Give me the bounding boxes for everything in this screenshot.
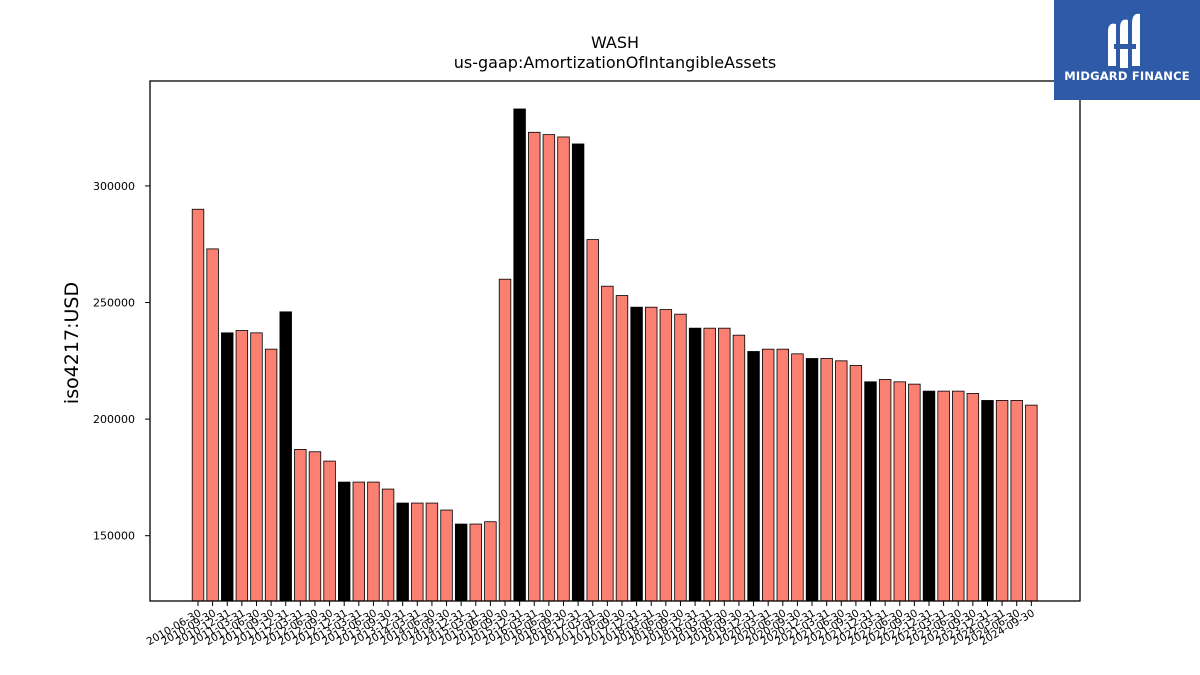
- bar-2021-03-31: [820, 358, 833, 602]
- bar-2016-09-30: [557, 136, 570, 602]
- bar-2017-03-31: [586, 239, 599, 602]
- bar-2011-03-31: [235, 330, 249, 602]
- bar-2014-09-30: [440, 509, 453, 602]
- y-tick-label: 200000: [93, 413, 135, 426]
- bar-2021-12-31: [864, 381, 877, 602]
- bar-2024-09-30: [1025, 404, 1038, 602]
- bar-2022-06-30: [893, 381, 906, 602]
- bar-2013-09-30: [381, 488, 395, 602]
- bar-2017-06-30: [601, 285, 614, 602]
- y-axis: 150000 200000 250000 300000: [93, 180, 150, 543]
- bars-group: [191, 108, 1038, 602]
- bar-2020-03-31: [761, 348, 775, 602]
- bar-2020-09-30: [791, 353, 804, 602]
- bar-2012-09-30: [323, 460, 336, 602]
- bar-2023-12-31: [981, 400, 994, 602]
- bar-2024-03-31: [995, 400, 1009, 602]
- bar-2013-12-31: [396, 502, 409, 602]
- bar-2022-09-30: [908, 383, 921, 602]
- bar-2010-12-31: [221, 332, 234, 602]
- bar-2013-06-30: [367, 481, 380, 602]
- brand-name: MIDGARD FINANCE: [1064, 69, 1190, 83]
- brand-logo: MIDGARD FINANCE: [1054, 0, 1200, 100]
- bar-2023-09-30: [966, 393, 980, 602]
- bar-2013-03-31: [352, 481, 366, 602]
- plot-frame: [149, 80, 1081, 602]
- bar-2014-06-30: [425, 502, 439, 602]
- bar-2011-09-30: [264, 348, 278, 602]
- bar-2018-03-31: [645, 306, 658, 602]
- bar-2024-06-30: [1010, 400, 1023, 602]
- bar-2022-03-31: [878, 379, 892, 602]
- bar-2011-06-30: [250, 332, 263, 602]
- bar-2015-06-30: [484, 521, 497, 602]
- bar-2019-06-30: [718, 327, 731, 602]
- chart-title: WASH: [591, 33, 639, 52]
- midgard-logo-icon: [1108, 13, 1140, 68]
- bar-2023-03-31: [937, 390, 950, 602]
- bar-2019-03-31: [703, 327, 716, 602]
- bar-2017-09-30: [615, 295, 629, 602]
- bar-2023-06-30: [952, 390, 965, 602]
- bar-2015-03-31: [469, 523, 482, 602]
- bar-2019-12-31: [747, 351, 760, 602]
- bar-2016-06-30: [542, 134, 556, 602]
- bar-2018-09-30: [674, 313, 687, 602]
- bar-2019-09-30: [732, 334, 746, 602]
- bar-2018-06-30: [659, 309, 673, 602]
- bar-2011-12-31: [279, 311, 292, 602]
- bar-2010-09-30: [206, 248, 219, 602]
- y-tick-label: 250000: [93, 297, 135, 310]
- bar-2021-09-30: [849, 365, 863, 602]
- bar-2018-12-31: [688, 327, 702, 602]
- bar-2016-03-31: [528, 131, 541, 602]
- bar-2014-03-31: [411, 502, 424, 602]
- bar-2021-06-30: [835, 360, 848, 602]
- bar-2012-06-30: [308, 451, 322, 602]
- bar-2020-12-31: [805, 358, 819, 602]
- bar-2010-06-30: [191, 208, 205, 602]
- bar-2020-06-30: [776, 348, 790, 602]
- bar-2015-09-30: [498, 278, 512, 602]
- bar-2014-12-31: [454, 523, 468, 602]
- chart-subtitle: us-gaap:AmortizationOfIntangibleAssets: [454, 53, 776, 72]
- bar-2012-12-31: [337, 481, 351, 602]
- bar-2015-12-31: [513, 108, 526, 602]
- bar-2016-12-31: [571, 143, 585, 602]
- bar-2022-12-31: [922, 390, 936, 602]
- y-tick-label: 150000: [93, 530, 135, 543]
- bar-2012-03-31: [294, 449, 307, 602]
- y-axis-label: iso4217:USD: [61, 282, 83, 404]
- y-tick-label: 300000: [93, 180, 135, 193]
- bar-2017-12-31: [630, 306, 643, 602]
- x-axis: 2010-06-302010-09-302010-12-312011-03-31…: [145, 601, 1037, 648]
